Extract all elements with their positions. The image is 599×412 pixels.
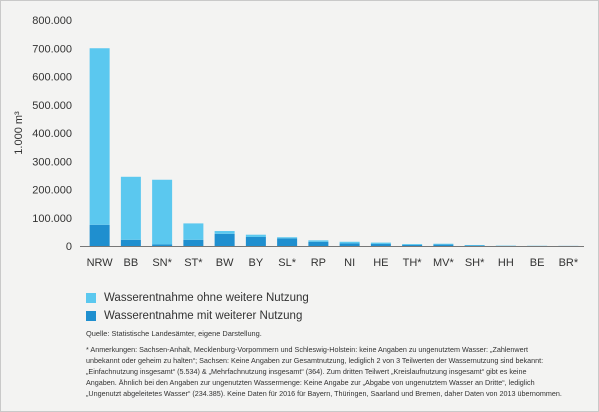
legend-swatch-mit — [86, 310, 96, 321]
bar-ohne-BY — [245, 234, 266, 237]
x-tick-label: BE — [530, 257, 545, 269]
legend-label-ohne: Wasserentnahme ohne weitere Nutzung — [104, 291, 309, 304]
x-tick-label: RP — [311, 257, 326, 269]
bar-mit-HE — [370, 244, 391, 246]
y-tick-label: 500.000 — [32, 100, 72, 112]
x-tick-label: SL* — [278, 257, 296, 269]
y-tick-label: 800.000 — [32, 15, 72, 27]
y-tick-label: 200.000 — [32, 185, 72, 197]
bar-ohne-NI — [339, 241, 360, 244]
legend-label-mit: Wasserentnahme mit weiterer Nutzung — [104, 309, 303, 322]
x-tick-label: BY — [249, 257, 264, 269]
bar-ohne-HE — [370, 242, 391, 245]
x-tick-label: MV* — [433, 257, 455, 269]
x-tick-label: TH* — [403, 257, 423, 269]
y-tick-label: 700.000 — [32, 43, 72, 55]
footnotes: * Anmerkungen: Sachsen-Anhalt, Mecklenbu… — [86, 344, 586, 399]
bar-ohne-RP — [308, 240, 329, 242]
legend-swatch-ohne — [86, 292, 96, 303]
y-tick-label: 100.000 — [32, 213, 72, 225]
bar-mit-SN — [152, 244, 173, 246]
bar-ohne-SH — [464, 245, 485, 246]
x-tick-label: ST* — [184, 257, 203, 269]
bar-mit-BB — [120, 239, 141, 246]
x-tick-label: SN* — [152, 257, 172, 269]
y-tick-label: 0 — [66, 241, 72, 253]
bar-mit-BW — [214, 233, 235, 246]
x-tick-label: BB — [124, 257, 139, 269]
y-axis-label: 1.000 m³ — [13, 111, 25, 155]
footnote-line: * Anmerkungen: Sachsen-Anhalt, Mecklenbu… — [86, 345, 528, 354]
footnote-line: Angaben. Ähnlich bei den Angaben zur ung… — [86, 378, 535, 387]
footnote-line: „Einfachnutzung insgesamt“ (5.534) & „Me… — [86, 367, 527, 376]
bar-mit-RP — [308, 241, 329, 246]
bar-ohne-BW — [214, 231, 235, 234]
y-tick-label: 400.000 — [32, 128, 72, 140]
source-note: Quelle: Statistische Landesämter, eigene… — [86, 329, 262, 338]
legend-item-mit: Wasserentnahme mit weiterer Nutzung — [86, 307, 309, 324]
bar-mit-NRW — [89, 224, 110, 246]
bar-mit-TH — [402, 244, 423, 246]
y-tick-label: 300.000 — [32, 156, 72, 168]
legend: Wasserentnahme ohne weitere Nutzung Wass… — [86, 289, 309, 325]
bar-ohne-SL — [277, 237, 298, 239]
x-tick-label: HE — [373, 257, 388, 269]
x-tick-label: NI — [344, 257, 355, 269]
bar-ohne-NRW — [89, 48, 110, 225]
x-tick-label: BW — [216, 257, 234, 269]
legend-item-ohne: Wasserentnahme ohne weitere Nutzung — [86, 289, 309, 306]
bar-ohne-ST — [183, 223, 204, 240]
bar-mit-ST — [183, 239, 204, 246]
x-tick-label: SH* — [465, 257, 485, 269]
y-tick-label: 600.000 — [32, 72, 72, 84]
footnote-line: „Ungenutzt abgeleitetes Wasser“ (234.385… — [86, 389, 562, 398]
x-tick-label: HH — [498, 257, 514, 269]
x-tick-label: NRW — [87, 257, 114, 269]
x-tick-label: BR* — [559, 257, 579, 269]
bar-mit-MV — [433, 244, 454, 246]
bar-mit-NI — [339, 243, 360, 246]
bar-mit-BY — [245, 236, 266, 246]
bar-ohne-SN — [152, 179, 173, 245]
footnote-line: unbekannt oder geheim zu halten“; Sachse… — [86, 356, 544, 365]
bar-ohne-MV — [433, 243, 454, 245]
bar-mit-SL — [277, 238, 298, 246]
bar-ohne-TH — [402, 244, 423, 245]
bar-ohne-BB — [120, 176, 141, 240]
